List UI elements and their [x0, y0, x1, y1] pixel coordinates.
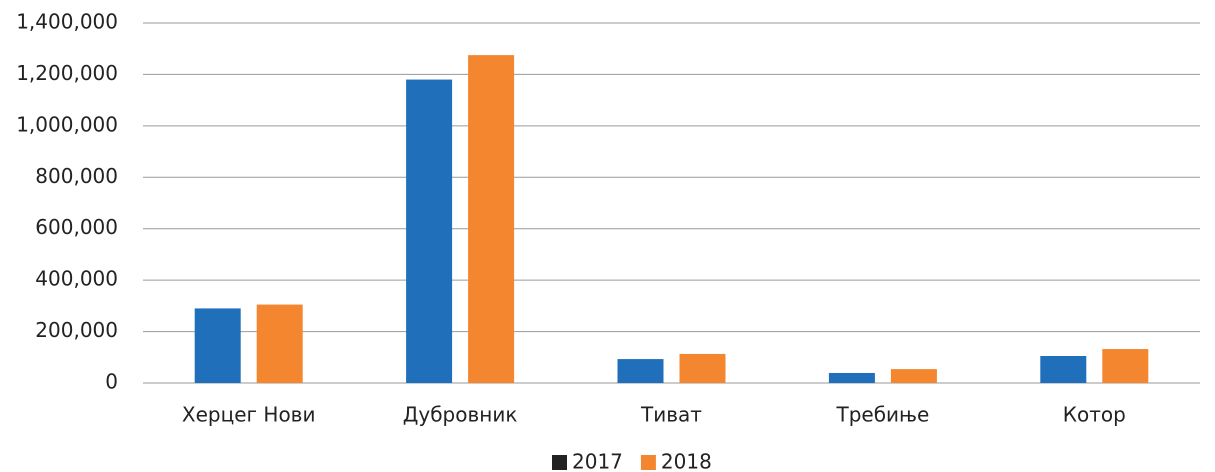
- x-tick-label: Котор: [1063, 403, 1126, 427]
- bar: [617, 359, 664, 383]
- y-tick-label: 1,000,000: [16, 112, 118, 136]
- legend-label: 2017: [572, 450, 623, 472]
- bar: [1102, 349, 1149, 383]
- bar: [406, 79, 453, 384]
- legend-swatch: [640, 455, 656, 470]
- y-tick-label: 0: [105, 370, 118, 394]
- x-tick-label: Тиват: [640, 403, 702, 427]
- x-tick-label: Требиње: [835, 403, 929, 427]
- y-tick-label: 600,000: [35, 215, 118, 239]
- x-tick-label: Дубровник: [403, 403, 518, 427]
- legend-label: 2018: [661, 450, 712, 472]
- bar: [890, 369, 937, 383]
- y-tick-label: 800,000: [35, 164, 118, 188]
- y-tick-label: 1,400,000: [16, 10, 118, 34]
- y-tick-label: 200,000: [35, 318, 118, 342]
- bar: [256, 304, 303, 383]
- bar: [468, 55, 515, 384]
- y-tick-label: 1,200,000: [16, 61, 118, 85]
- bar: [679, 353, 726, 383]
- bar: [194, 308, 241, 383]
- legend-swatch: [552, 455, 567, 470]
- x-tick-label: Херцег Нови: [182, 403, 316, 427]
- bar: [828, 372, 875, 383]
- y-tick-label: 400,000: [35, 267, 118, 291]
- bar: [1040, 356, 1087, 383]
